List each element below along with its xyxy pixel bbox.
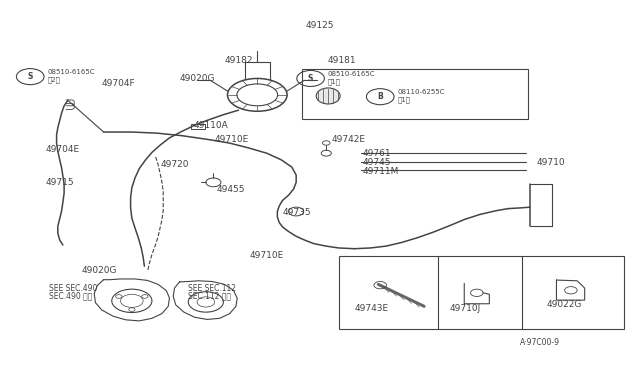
Text: 49761: 49761 (363, 149, 391, 158)
Text: 49710E: 49710E (250, 251, 284, 260)
Text: 08510-6165C: 08510-6165C (328, 71, 375, 77)
Text: 49745: 49745 (363, 158, 391, 167)
Text: B: B (378, 92, 383, 101)
Bar (339, 256, 624, 329)
Text: SEC.112 参照: SEC.112 参照 (188, 291, 231, 300)
Text: 49125: 49125 (306, 21, 334, 30)
Text: 49704E: 49704E (46, 145, 80, 154)
Text: 49022G: 49022G (547, 300, 582, 309)
Text: 49710J: 49710J (450, 304, 481, 312)
Text: 49710E: 49710E (214, 135, 249, 144)
Text: 08110-6255C: 08110-6255C (397, 89, 445, 95)
Text: S: S (308, 74, 313, 83)
Text: （1）: （1） (397, 96, 410, 103)
Text: 49020G: 49020G (180, 74, 216, 83)
Text: 49742E: 49742E (332, 135, 365, 144)
Text: SEE SEC.112: SEE SEC.112 (188, 284, 236, 293)
Text: 49711M: 49711M (363, 167, 399, 176)
Ellipse shape (316, 88, 340, 104)
Text: 49710: 49710 (536, 158, 565, 167)
Text: 49720: 49720 (160, 160, 189, 169)
Text: S: S (28, 72, 33, 81)
Text: A·97C00-9: A·97C00-9 (520, 338, 559, 347)
Text: （1）: （1） (328, 78, 340, 85)
Text: 49181: 49181 (328, 56, 356, 65)
Text: 49455: 49455 (217, 185, 245, 194)
Bar (303, 69, 528, 119)
Text: 49110A: 49110A (193, 121, 228, 130)
Text: 49743E: 49743E (355, 304, 388, 312)
Text: SEE SEC.490: SEE SEC.490 (49, 284, 97, 293)
Text: 49182: 49182 (224, 56, 253, 65)
Text: 49715: 49715 (46, 178, 74, 187)
Text: 49735: 49735 (282, 208, 311, 217)
Text: SEC.490 参照: SEC.490 参照 (49, 291, 92, 300)
Text: 49020G: 49020G (81, 266, 117, 275)
Text: （2）: （2） (47, 76, 60, 83)
Text: 08510-6165C: 08510-6165C (47, 69, 95, 75)
Text: 49704F: 49704F (101, 79, 135, 88)
Bar (191, 124, 205, 129)
